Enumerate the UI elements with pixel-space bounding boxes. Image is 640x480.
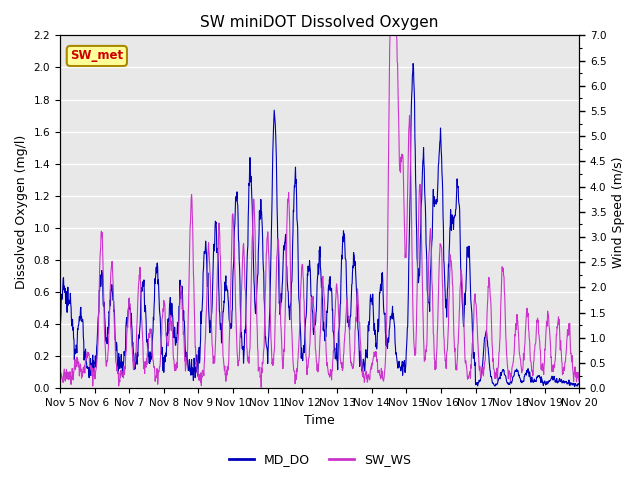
Y-axis label: Dissolved Oxygen (mg/l): Dissolved Oxygen (mg/l) [15, 135, 28, 289]
MD_DO [56, 337, 64, 343]
Line: MD_DO: MD_DO [60, 63, 579, 386]
Y-axis label: Wind Speed (m/s): Wind Speed (m/s) [612, 156, 625, 267]
Legend: MD_DO, SW_WS: MD_DO, SW_WS [224, 448, 416, 471]
MD_DO [514, 368, 522, 373]
MD_DO [409, 60, 417, 66]
SW_WS [257, 384, 265, 390]
MD_DO [159, 357, 166, 363]
MD_DO [468, 311, 476, 317]
MD_DO [230, 264, 237, 269]
SW_WS [56, 377, 64, 383]
Text: SW_met: SW_met [70, 49, 124, 62]
MD_DO [400, 360, 408, 365]
Title: SW miniDOT Dissolved Oxygen: SW miniDOT Dissolved Oxygen [200, 15, 439, 30]
MD_DO [172, 342, 179, 348]
SW_WS [468, 340, 476, 346]
SW_WS [575, 378, 583, 384]
SW_WS [172, 361, 179, 367]
SW_WS [159, 312, 166, 318]
MD_DO [571, 384, 579, 389]
SW_WS [514, 324, 522, 329]
MD_DO [575, 381, 583, 386]
Line: SW_WS: SW_WS [60, 36, 579, 387]
X-axis label: Time: Time [304, 414, 335, 427]
SW_WS [230, 219, 237, 225]
SW_WS [386, 33, 394, 38]
SW_WS [401, 221, 408, 227]
